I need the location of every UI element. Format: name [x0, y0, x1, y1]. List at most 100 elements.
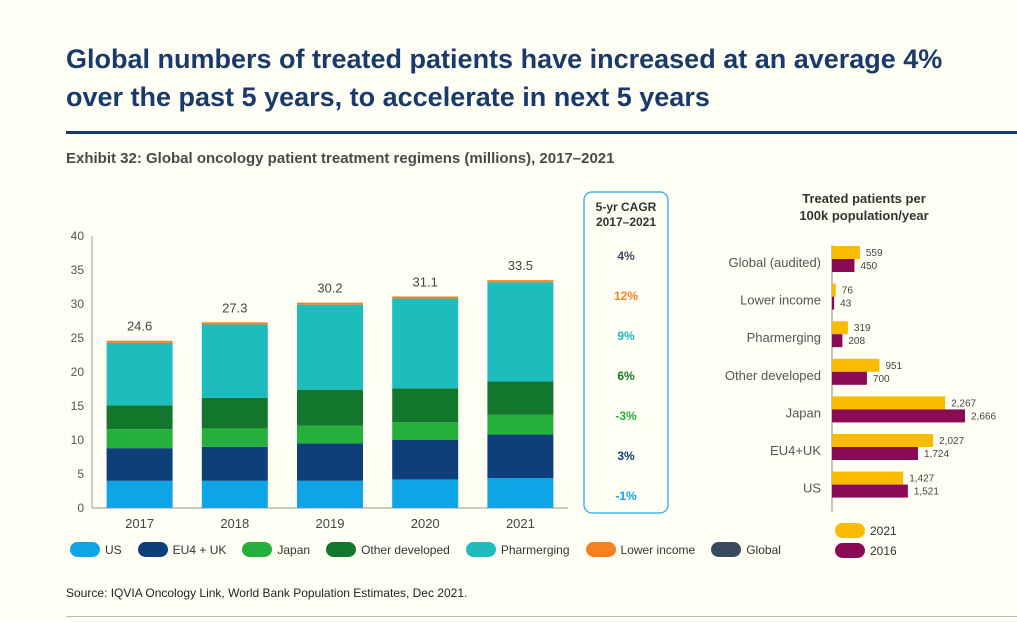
hbar: [832, 296, 835, 310]
legend-label: Pharmerging: [500, 542, 570, 557]
cagr-header: 5-yr CAGR: [596, 200, 657, 214]
bar-segment: [487, 434, 554, 479]
bar-segment: [392, 388, 459, 423]
cagr-value: 3%: [617, 449, 635, 463]
bar-total-label: 30.2: [317, 281, 342, 296]
treated-patients-legend: 2021 2016: [835, 523, 913, 563]
hbar-title: Treated patients per: [802, 191, 926, 206]
bar-segment: [297, 389, 363, 426]
bar-segment: [201, 446, 268, 481]
hbar-value-label: 319: [854, 323, 871, 334]
legend-label: US: [105, 542, 122, 557]
legend-swatch: [835, 543, 865, 558]
hbar-value-label: 2,267: [951, 398, 976, 409]
bar-segment: [297, 443, 363, 481]
y-tick-label: 5: [77, 467, 84, 481]
legend-label: Other developed: [361, 542, 450, 557]
legend-swatch: [137, 542, 168, 557]
legend-swatch: [711, 542, 742, 557]
hbar: [832, 471, 904, 485]
bar-segment: [201, 324, 268, 398]
y-tick-label: 0: [77, 501, 84, 515]
legend-label: Global: [746, 542, 781, 557]
bar-segment: [106, 448, 173, 481]
stacked-bar-chart: 0 5 10 15 20 25 30 35 40 24.6 2017 27.3 2018 30.2 2019…: [71, 229, 568, 531]
bar-segment: [487, 381, 554, 415]
bar-segment: [106, 342, 173, 406]
hbar-value-label: 1,521: [914, 487, 939, 498]
bar-segment: [106, 340, 173, 343]
cagr-header: 2017–2021: [596, 215, 656, 229]
footer-rule: [66, 616, 1017, 617]
y-tick-label: 30: [71, 297, 85, 311]
legend-item: Pharmerging: [465, 542, 570, 557]
slide-title: Global numbers of treated patients have …: [66, 44, 943, 112]
hbar-category-label: Global (audited): [729, 255, 822, 270]
legend-swatch: [242, 542, 273, 557]
bar-total-label: 27.3: [222, 300, 247, 315]
y-tick-label: 40: [71, 229, 85, 243]
hbar: [832, 447, 919, 460]
hbar: [832, 396, 946, 410]
cagr-value: 12%: [614, 289, 638, 303]
legend-label: 2016: [870, 543, 897, 558]
legend-item: Other developed: [326, 542, 450, 557]
legend-item: EU4 + UK: [137, 542, 226, 557]
hbar: [832, 321, 848, 335]
hbar-value-label: 76: [842, 286, 854, 297]
y-tick-label: 15: [71, 399, 85, 413]
hbar: [832, 259, 855, 272]
bar-segment: [487, 280, 554, 283]
hbar-value-label: 208: [848, 336, 865, 347]
hbar-value-label: 700: [873, 374, 890, 385]
bar-segment: [297, 304, 363, 390]
hbar: [832, 334, 843, 348]
main-legend: US EU4 + UK Japan Other developed Pharmergin…: [70, 542, 797, 557]
x-tick-label: 2017: [125, 516, 154, 531]
hbar: [832, 246, 860, 259]
source-note: Source: IQVIA Oncology Link, World Bank …: [66, 586, 468, 600]
hbar: [832, 434, 934, 447]
legend-swatch: [465, 542, 496, 557]
cagr-box: [583, 191, 669, 514]
bar-segment: [106, 405, 173, 430]
bar-segment: [106, 429, 173, 449]
hbar-value-label: 559: [866, 248, 883, 259]
legend-label: 2021: [870, 523, 897, 538]
bar-segment: [392, 296, 459, 299]
legend-item: Lower income: [585, 542, 695, 557]
legend-item: Global: [711, 542, 781, 557]
bar-segment: [392, 440, 459, 480]
bar-total-label: 33.5: [508, 258, 533, 273]
bar-total-label: 24.6: [127, 319, 152, 334]
legend-swatch: [70, 542, 100, 557]
legend-item: Japan: [242, 542, 310, 557]
y-tick-label: 35: [71, 263, 85, 277]
legend-swatch: [835, 523, 865, 538]
cagr-value: -3%: [615, 409, 637, 423]
bar-segment: [201, 428, 268, 447]
hbar-value-label: 43: [840, 299, 852, 310]
y-tick-label: 25: [71, 331, 85, 345]
hbar-value-label: 951: [885, 361, 902, 372]
bar-segment: [392, 422, 459, 440]
hbar: [832, 358, 880, 372]
hbar-category-label: Japan: [786, 405, 821, 420]
title-rule: [66, 131, 1017, 134]
hbar: [832, 484, 908, 498]
hbar: [832, 283, 836, 297]
legend-item: 2016: [835, 543, 897, 558]
bar-segment: [201, 480, 268, 508]
bar-segment: [297, 302, 363, 305]
exhibit-title: Exhibit 32: Global oncology patient trea…: [66, 150, 615, 167]
hbar: [832, 371, 867, 385]
cagr-value: 9%: [617, 329, 635, 343]
hbar-value-label: 450: [860, 261, 877, 272]
bar-segment: [106, 480, 173, 508]
bar-segment: [392, 298, 459, 389]
hbar-category-label: Lower income: [740, 293, 821, 308]
hbar-value-label: 1,724: [924, 449, 949, 460]
hbar-value-label: 2,027: [939, 436, 964, 447]
cagr-value: 4%: [617, 249, 635, 263]
